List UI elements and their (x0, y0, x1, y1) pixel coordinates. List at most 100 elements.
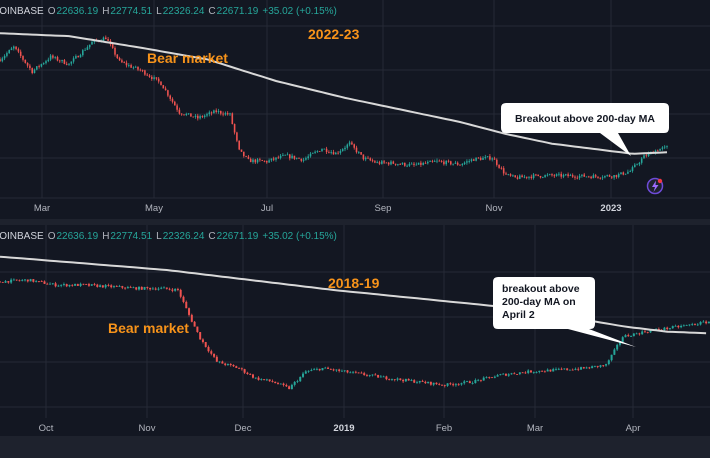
candle-body (194, 115, 197, 117)
candle-body (404, 378, 407, 382)
candle-body (401, 162, 404, 165)
candle-body (502, 168, 505, 174)
candle-body (125, 62, 128, 66)
candle-body (649, 330, 652, 333)
candle-body (368, 375, 371, 376)
candle-body (702, 321, 705, 323)
candle-body (671, 326, 674, 329)
candle-body (479, 158, 482, 160)
candle-body (302, 159, 305, 161)
open-key: O (47, 6, 56, 17)
candle-body (364, 157, 367, 160)
candle-body (38, 66, 40, 67)
candle-body (449, 383, 452, 385)
candle-body (171, 289, 174, 291)
candle-body (218, 361, 221, 363)
candle-body (96, 284, 99, 287)
candle-body (79, 55, 82, 58)
candle-body (352, 371, 355, 373)
candle-body (155, 77, 158, 79)
candle-body (335, 152, 337, 155)
candle-body (416, 382, 418, 384)
candle-body (435, 382, 438, 385)
candle-body (169, 95, 171, 99)
candle-body (424, 381, 427, 384)
breakout-callout: Breakout above 200-day MA (501, 103, 669, 156)
candle-body (154, 288, 157, 290)
candle-body (46, 283, 49, 285)
candle-body (245, 156, 247, 157)
x-tick-label: Mar (34, 203, 50, 214)
candle-body (355, 147, 358, 153)
candle-body (91, 41, 93, 45)
candle-body (62, 284, 65, 285)
candle-body (282, 154, 284, 156)
candle-body (471, 383, 474, 384)
candle-body (238, 140, 240, 150)
candle-body (468, 160, 470, 162)
callout-bubble (493, 277, 636, 347)
candle-body (415, 164, 418, 166)
candle-body (634, 164, 636, 168)
candle-body (45, 61, 47, 64)
candle-body (63, 59, 66, 64)
candle-body (460, 383, 463, 385)
candle-body (514, 175, 516, 178)
candle-body (295, 157, 298, 159)
candle-body (146, 74, 148, 76)
candle-body (551, 174, 553, 176)
candle-body (196, 326, 199, 333)
candle-body (315, 368, 318, 370)
candle-body (677, 325, 680, 328)
candle-body (557, 368, 560, 370)
candle-body (374, 374, 377, 376)
candle-body (516, 177, 519, 179)
flash-icon[interactable] (646, 177, 664, 195)
candle-body (22, 55, 24, 60)
candle-body (438, 384, 441, 385)
candle-body (307, 156, 309, 159)
candle-body (440, 161, 443, 162)
candle-body (140, 286, 143, 290)
candle-body (243, 369, 246, 373)
candle-body (585, 176, 588, 178)
candle-body (466, 161, 468, 163)
candle-body (289, 154, 291, 159)
callout-line-3: April 2 (502, 309, 535, 321)
candle-body (588, 176, 590, 178)
candle-body (90, 284, 93, 286)
candle-body (574, 368, 577, 370)
candle-body (544, 175, 546, 178)
candle-body (213, 353, 216, 357)
candle-body (174, 101, 176, 106)
candle-body (680, 325, 683, 328)
candle-body (312, 152, 314, 154)
candle-body (65, 284, 68, 287)
candle-body (502, 373, 505, 375)
candle-body (429, 160, 431, 162)
candle-body (674, 325, 677, 327)
candle-body (507, 374, 510, 376)
candle-body (622, 172, 625, 175)
high-key: H (102, 231, 110, 242)
candle-body (519, 175, 521, 179)
candle-body (663, 146, 666, 148)
candle-body (382, 376, 385, 378)
candle-body (26, 62, 29, 66)
candle-body (521, 372, 524, 374)
candle-body (201, 339, 204, 343)
candle-body (585, 367, 588, 369)
candle-body (305, 158, 307, 160)
candle-body (657, 150, 659, 152)
candle-body (358, 152, 360, 153)
candle-body (240, 149, 243, 152)
candle-body (114, 47, 116, 55)
candle-body (371, 160, 374, 162)
candle-body (535, 371, 538, 373)
candle-body (543, 371, 546, 373)
candle-body (243, 151, 245, 157)
candle-body (641, 331, 644, 335)
candle-body (68, 284, 71, 287)
candle-body (618, 341, 621, 345)
candle-body (8, 50, 10, 54)
